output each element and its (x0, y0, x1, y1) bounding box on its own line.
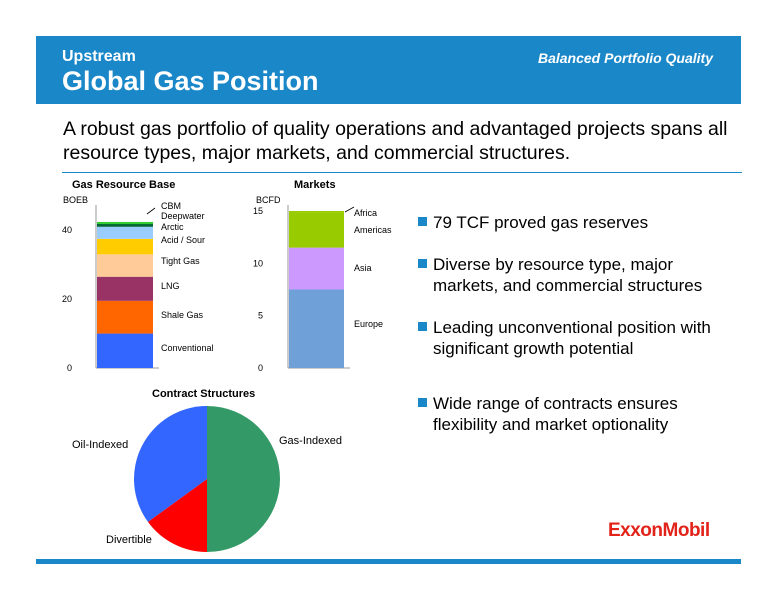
segment-label: Deepwater (161, 211, 205, 221)
bar-segment-tight-gas (97, 254, 153, 277)
bar-segment-arctic (97, 226, 153, 239)
pie-slice-divertible (147, 479, 207, 552)
bullet-square-icon (418, 322, 427, 331)
bullet-list: 79 TCF proved gas reserves Diverse by re… (418, 212, 738, 435)
bar-segment-shale-gas (97, 300, 153, 334)
headline-text: A robust gas portfolio of quality operat… (63, 118, 728, 164)
segment-label: Africa (354, 208, 377, 218)
bar-segment-asia (289, 247, 344, 290)
bar-segment-conventional (97, 333, 153, 368)
segment-label: Asia (354, 263, 372, 273)
y-tick-label: 15 (253, 206, 263, 216)
bar-segment-americas (289, 212, 344, 248)
segment-label: Arctic (161, 222, 184, 232)
y-tick-label: 10 (253, 258, 263, 268)
pie-slice-gas-indexed (207, 406, 280, 552)
bullet-item: Wide range of contracts ensures flexibil… (418, 393, 738, 435)
bar-segment-africa (289, 211, 344, 213)
callout-line (146, 207, 156, 215)
bar-segment-acid-sour (97, 238, 153, 255)
footer-bar (36, 559, 741, 564)
segment-label: Europe (354, 319, 383, 329)
pie-label: Gas-Indexed (279, 435, 342, 447)
segment-label: Conventional (161, 343, 214, 353)
y-tick-label: 5 (258, 311, 263, 321)
segment-label: Americas (354, 225, 392, 235)
callout-line (344, 206, 355, 213)
bullet-text: Wide range of contracts ensures flexibil… (433, 394, 678, 434)
pie-label: Divertible (106, 534, 152, 546)
bar-segment-cbm (97, 221, 153, 225)
segment-label: Acid / Sour (161, 235, 205, 245)
bullet-item: Diverse by resource type, major markets,… (418, 254, 738, 296)
bullet-item: 79 TCF proved gas reserves (418, 212, 738, 233)
segment-label: Shale Gas (161, 310, 204, 320)
exxonmobil-logo: ExxonMobil (608, 520, 710, 541)
tagline: Balanced Portfolio Quality (537, 50, 713, 66)
y-axis-label: BOEB (63, 195, 88, 205)
chart-title: Contract Structures (152, 388, 255, 400)
chart-title: Gas Resource Base (72, 179, 175, 191)
chart-title: Markets (294, 179, 336, 191)
y-axis-label: BCFD (256, 195, 281, 205)
pie-label: Oil-Indexed (72, 439, 128, 451)
segment-label: Tight Gas (161, 256, 200, 266)
divider (62, 172, 742, 173)
bullet-square-icon (418, 217, 427, 226)
segment-label: LNG (161, 281, 180, 291)
pie-slice-oil-indexed (134, 406, 207, 522)
bar-segment-europe (289, 289, 344, 368)
y-tick-label: 0 (67, 363, 72, 373)
bullet-text: 79 TCF proved gas reserves (433, 213, 649, 232)
segment-label: CBM (161, 201, 181, 211)
header-banner: Upstream Global Gas Position Balanced Po… (36, 36, 741, 104)
section-label: Upstream (62, 48, 136, 65)
bullet-square-icon (418, 398, 427, 407)
bullet-item: Leading unconventional position with sig… (418, 317, 738, 359)
bar-segment-lng (97, 276, 153, 301)
bullet-square-icon (418, 259, 427, 268)
y-tick-label: 40 (62, 225, 72, 235)
bullet-text: Leading unconventional position with sig… (433, 318, 711, 358)
y-tick-label: 0 (258, 363, 263, 373)
y-tick-label: 20 (62, 294, 72, 304)
bullet-text: Diverse by resource type, major markets,… (433, 255, 703, 295)
bar-segment-deepwater (97, 224, 153, 227)
page-title: Global Gas Position (62, 66, 319, 96)
